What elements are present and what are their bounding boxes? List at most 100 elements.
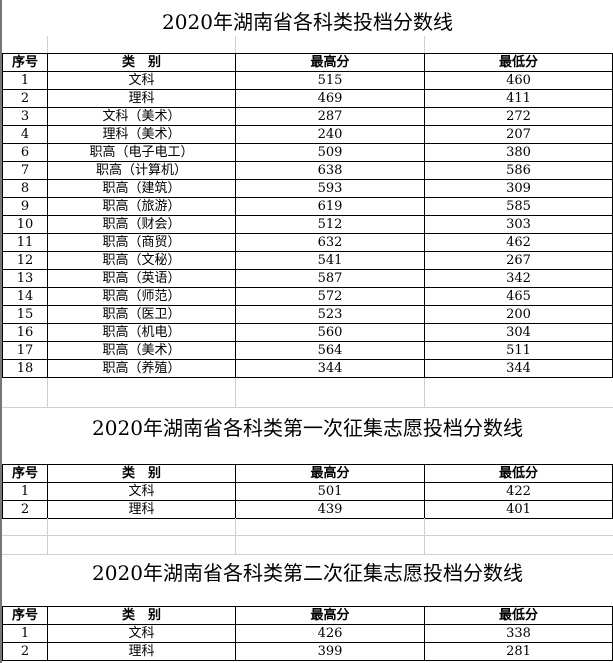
max-score-cell[interactable]: 240 xyxy=(235,125,425,144)
max-score-cell[interactable]: 287 xyxy=(235,107,425,126)
table-row: 11 职高（商贸） 632 462 xyxy=(2,233,613,252)
no-cell[interactable]: 2 xyxy=(2,642,48,661)
min-score-cell[interactable]: 344 xyxy=(424,359,613,378)
max-score-cell[interactable]: 593 xyxy=(235,179,425,198)
table-row: 18 职高（养殖） 344 344 xyxy=(2,359,613,378)
min-score-cell[interactable]: 281 xyxy=(424,642,613,661)
no-cell[interactable]: 15 xyxy=(2,305,48,324)
category-cell[interactable]: 理科 xyxy=(47,642,236,661)
min-score-cell[interactable]: 272 xyxy=(424,107,613,126)
max-score-cell[interactable]: 501 xyxy=(235,482,425,501)
category-cell[interactable]: 职高（英语） xyxy=(47,269,236,288)
min-score-cell[interactable]: 411 xyxy=(424,89,613,108)
no-cell[interactable]: 2 xyxy=(2,89,48,108)
min-score-cell[interactable]: 586 xyxy=(424,161,613,180)
category-cell[interactable]: 职高（养殖） xyxy=(47,359,236,378)
sheet-left-edge xyxy=(0,0,2,663)
table-row: 7 职高（计算机） 638 586 xyxy=(2,161,613,180)
category-cell[interactable]: 职高（财会） xyxy=(47,215,236,234)
max-score-cell[interactable]: 509 xyxy=(235,143,425,162)
min-score-cell[interactable]: 401 xyxy=(424,500,613,519)
min-score-cell[interactable]: 465 xyxy=(424,287,613,306)
no-cell[interactable]: 2 xyxy=(2,500,48,519)
category-cell[interactable]: 职高（旅游） xyxy=(47,197,236,216)
no-cell[interactable]: 18 xyxy=(2,359,48,378)
max-score-cell[interactable]: 619 xyxy=(235,197,425,216)
max-score-cell[interactable]: 515 xyxy=(235,71,425,90)
min-score-cell[interactable]: 267 xyxy=(424,251,613,270)
min-score-cell[interactable]: 303 xyxy=(424,215,613,234)
min-score-cell[interactable]: 338 xyxy=(424,624,613,643)
category-cell[interactable]: 文科 xyxy=(47,624,236,643)
no-cell[interactable]: 6 xyxy=(2,143,48,162)
section-title-2: 2020年湖南省各科类第一次征集志愿投档分数线 xyxy=(92,416,523,440)
max-score-cell[interactable]: 426 xyxy=(235,624,425,643)
max-score-cell[interactable]: 541 xyxy=(235,251,425,270)
max-score-cell[interactable]: 523 xyxy=(235,305,425,324)
category-cell[interactable]: 文科 xyxy=(47,482,236,501)
category-cell[interactable]: 职高（机电） xyxy=(47,323,236,342)
category-cell[interactable]: 理科 xyxy=(47,500,236,519)
min-score-cell[interactable]: 462 xyxy=(424,233,613,252)
max-score-cell[interactable]: 439 xyxy=(235,500,425,519)
no-cell[interactable]: 12 xyxy=(2,251,48,270)
min-score-cell[interactable]: 585 xyxy=(424,197,613,216)
min-score-cell[interactable]: 511 xyxy=(424,341,613,360)
header-min: 最低分 xyxy=(424,464,613,483)
no-cell[interactable]: 7 xyxy=(2,161,48,180)
min-score-cell[interactable]: 342 xyxy=(424,269,613,288)
table-row: 17 职高（美术） 564 511 xyxy=(2,341,613,360)
category-cell[interactable]: 职高（医卫） xyxy=(47,305,236,324)
category-cell[interactable]: 理科 xyxy=(47,89,236,108)
category-cell[interactable]: 职高（文秘） xyxy=(47,251,236,270)
max-score-cell[interactable]: 587 xyxy=(235,269,425,288)
max-score-cell[interactable]: 638 xyxy=(235,161,425,180)
max-score-cell[interactable]: 399 xyxy=(235,642,425,661)
no-cell[interactable]: 8 xyxy=(2,179,48,198)
header-max: 最高分 xyxy=(235,53,425,72)
max-score-cell[interactable]: 469 xyxy=(235,89,425,108)
no-cell[interactable]: 9 xyxy=(2,197,48,216)
min-score-cell[interactable]: 200 xyxy=(424,305,613,324)
no-cell[interactable]: 1 xyxy=(2,71,48,90)
category-cell[interactable]: 职高（师范） xyxy=(47,287,236,306)
min-score-cell[interactable]: 380 xyxy=(424,143,613,162)
table-row: 16 职高（机电） 560 304 xyxy=(2,323,613,342)
no-cell[interactable]: 13 xyxy=(2,269,48,288)
no-cell[interactable]: 4 xyxy=(2,125,48,144)
blank-row xyxy=(2,378,613,408)
no-cell[interactable]: 14 xyxy=(2,287,48,306)
max-score-cell[interactable]: 564 xyxy=(235,341,425,360)
table-row: 13 职高（英语） 587 342 xyxy=(2,269,613,288)
no-cell[interactable]: 1 xyxy=(2,482,48,501)
no-cell[interactable]: 1 xyxy=(2,624,48,643)
category-cell[interactable]: 职高（计算机） xyxy=(47,161,236,180)
category-cell[interactable]: 文科 xyxy=(47,71,236,90)
category-cell[interactable]: 文科（美术） xyxy=(47,107,236,126)
min-score-cell[interactable]: 207 xyxy=(424,125,613,144)
header-no: 序号 xyxy=(2,53,48,72)
max-score-cell[interactable]: 512 xyxy=(235,215,425,234)
min-score-cell[interactable]: 309 xyxy=(424,179,613,198)
max-score-cell[interactable]: 560 xyxy=(235,323,425,342)
no-cell[interactable]: 11 xyxy=(2,233,48,252)
category-cell[interactable]: 职高（商贸） xyxy=(47,233,236,252)
max-score-cell[interactable]: 344 xyxy=(235,359,425,378)
min-score-cell[interactable]: 422 xyxy=(424,482,613,501)
min-score-cell[interactable]: 304 xyxy=(424,323,613,342)
category-cell[interactable]: 职高（电子电工） xyxy=(47,143,236,162)
max-score-cell[interactable]: 572 xyxy=(235,287,425,306)
category-cell[interactable]: 理科（美术） xyxy=(47,125,236,144)
no-cell[interactable]: 3 xyxy=(2,107,48,126)
category-cell[interactable]: 职高（建筑） xyxy=(47,179,236,198)
min-score-cell[interactable]: 460 xyxy=(424,71,613,90)
table-row: 12 职高（文秘） 541 267 xyxy=(2,251,613,270)
score-table-1: 序号类 别最高分 最低分 1 文科 515 460 2 理科 469 411 3 文科（美术） 287 2… xyxy=(2,53,613,378)
no-cell[interactable]: 10 xyxy=(2,215,48,234)
category-cell[interactable]: 职高（美术） xyxy=(47,341,236,360)
max-score-cell[interactable]: 632 xyxy=(235,233,425,252)
no-cell[interactable]: 16 xyxy=(2,323,48,342)
score-table-2: 序号类 别最高分 最低分 1 文科 501 422 2 理科 439 401 xyxy=(2,464,613,519)
table-row: 1 文科 426 338 xyxy=(2,624,613,643)
no-cell[interactable]: 17 xyxy=(2,341,48,360)
